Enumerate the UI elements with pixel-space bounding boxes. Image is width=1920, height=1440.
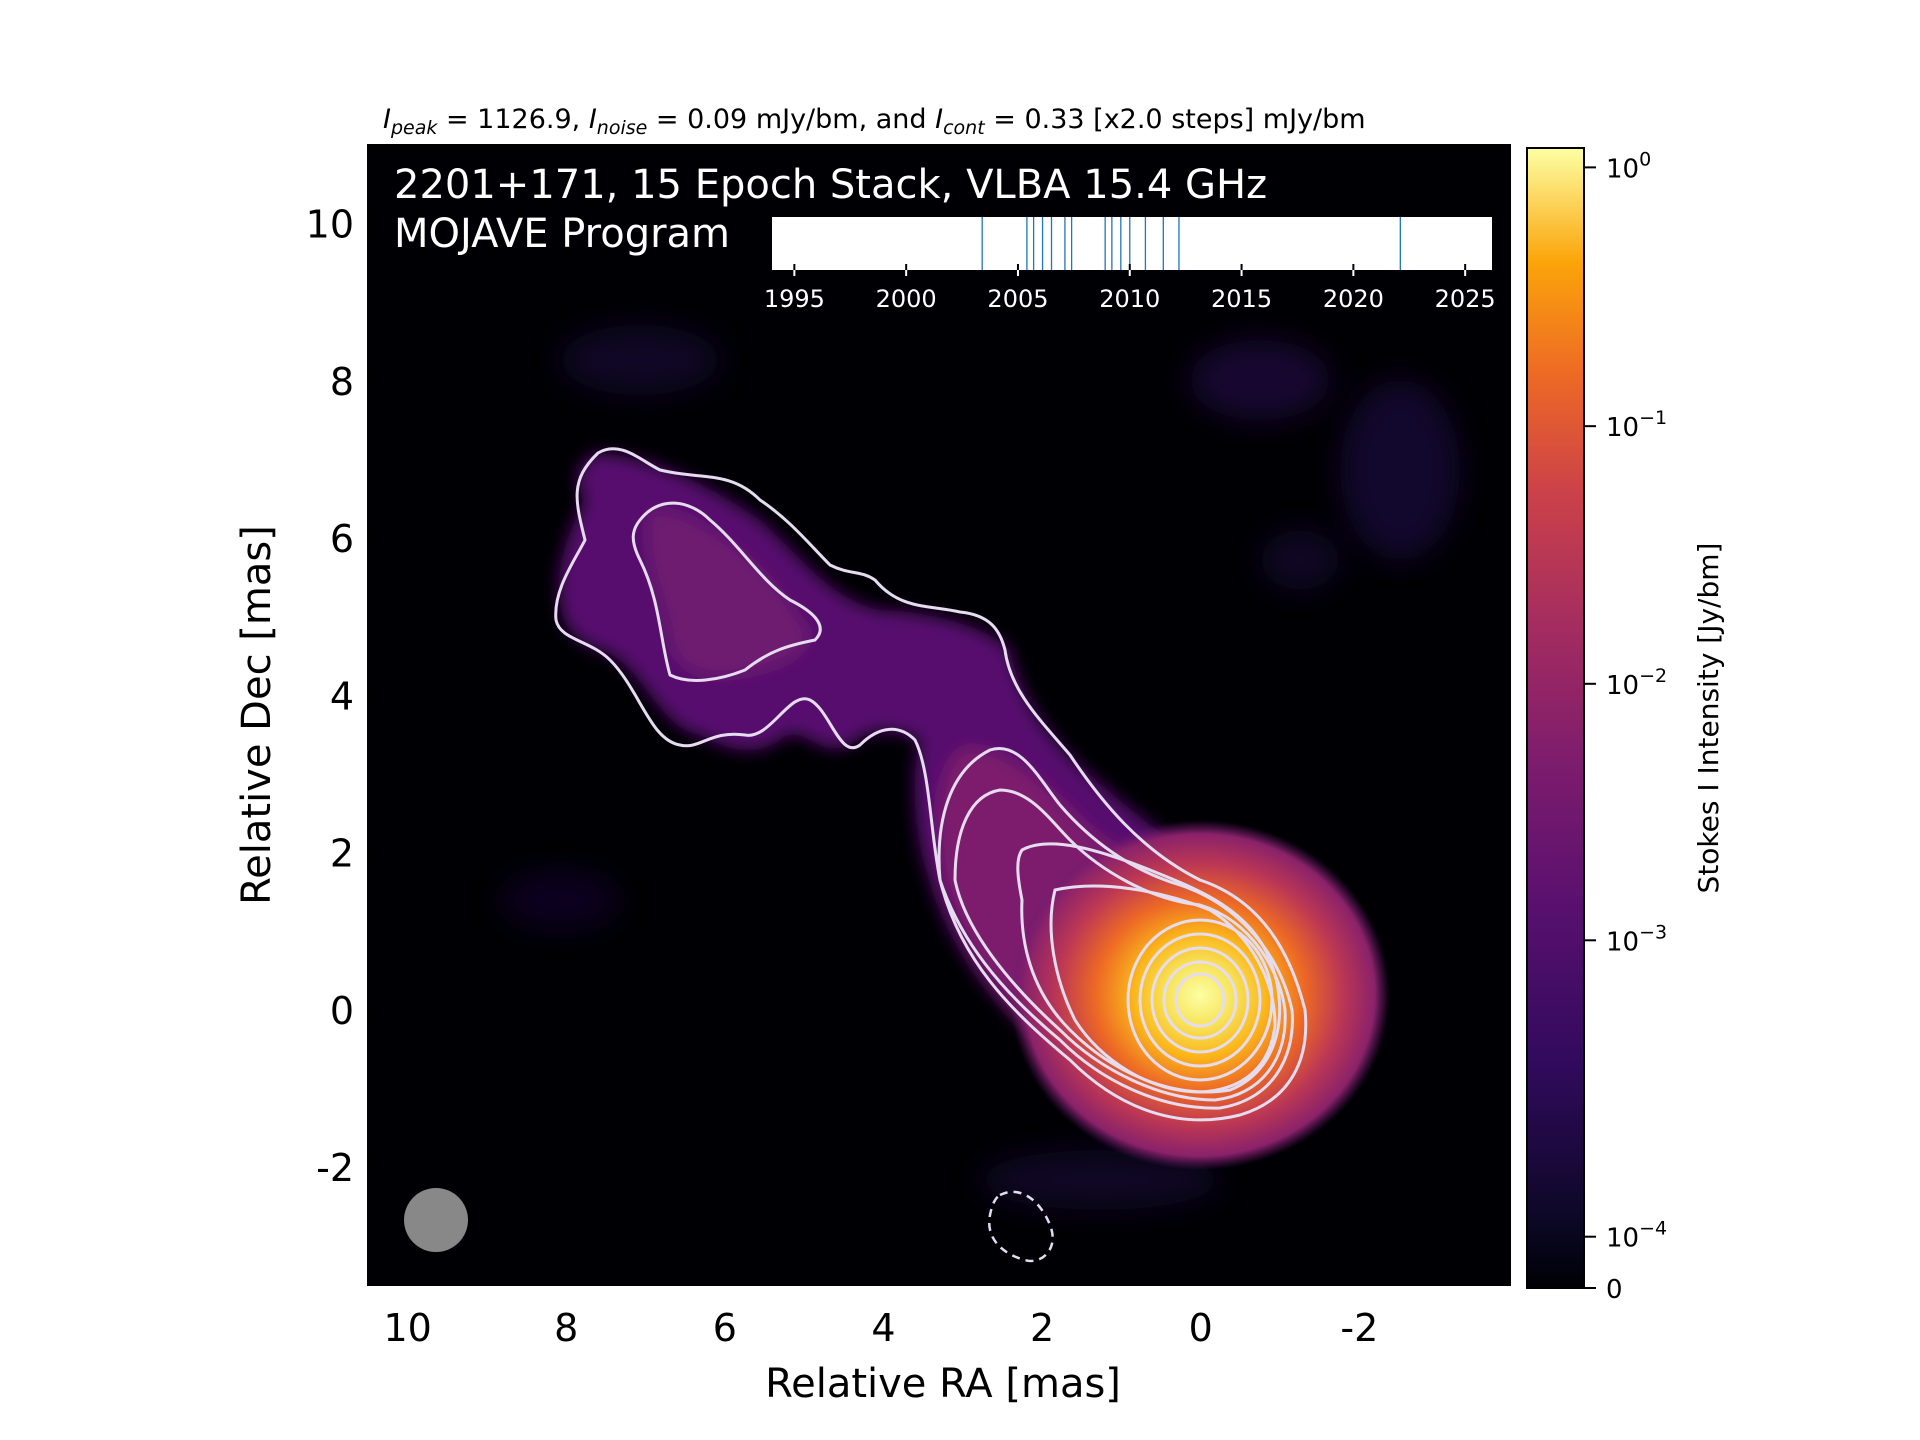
- y-axis-label: Relative Dec [mas]: [234, 525, 280, 905]
- core-emission: [1010, 820, 1390, 1170]
- negative-contour: [987, 1190, 1054, 1263]
- contour-level-8: [1138, 932, 1262, 1068]
- colorbar-tick-label: 10−3: [1606, 921, 1667, 957]
- contour-level-3: [937, 746, 1294, 1110]
- epoch-timeline: 1995 2000 2005 2010 2015 2020 2025: [764, 217, 1496, 313]
- timeline-tick-label: 2005: [987, 285, 1048, 313]
- x-tick-label: 4: [871, 1306, 895, 1350]
- chart-title: Ipeak = 1126.9, Inoise = 0.09 mJy/bm, an…: [383, 104, 1366, 139]
- contour-level-6: [1049, 884, 1277, 1094]
- overlay-line-1: 2201+171, 15 Epoch Stack, VLBA 15.4 GHz: [394, 162, 1267, 208]
- overlay-line-2: MOJAVE Program: [394, 211, 730, 257]
- cont-subscript: cont: [943, 117, 986, 139]
- y-tick-label: 4: [330, 674, 354, 718]
- x-tick-label: 2: [1030, 1306, 1054, 1350]
- image-panel: 2201+171, 15 Epoch Stack, VLBA 15.4 GHz …: [368, 145, 1510, 1285]
- timeline-tick-label: 2010: [1099, 285, 1160, 313]
- timeline-box: [772, 217, 1492, 270]
- x-axis: 10 8 6 4 2 0 -2: [383, 145, 1378, 1350]
- contour-level-11: [1174, 972, 1226, 1028]
- contour-level-5: [1016, 842, 1282, 1094]
- colorbar: [1527, 148, 1584, 1288]
- colorbar-label: Stokes I Intensity [Jy/bm]: [1692, 543, 1725, 894]
- x-tick-label: 6: [713, 1306, 737, 1350]
- x-tick-label: 0: [1189, 1306, 1213, 1350]
- timeline-tick-label: 2025: [1435, 285, 1496, 313]
- colorbar-tick-label: 100: [1606, 148, 1651, 184]
- peak-value: = 1126.9,: [437, 104, 588, 135]
- timeline-tick-label: 1995: [764, 285, 825, 313]
- noise-texture: [500, 325, 1460, 1210]
- y-tick-label: 2: [330, 832, 354, 876]
- x-tick-label: 10: [383, 1306, 431, 1350]
- cont-symbol: I: [935, 104, 943, 135]
- y-tick-label: 8: [330, 360, 354, 404]
- timeline-tick-label: 2015: [1211, 285, 1272, 313]
- y-tick-label: -2: [316, 1146, 354, 1190]
- timeline-tick-label: 2020: [1323, 285, 1384, 313]
- y-tick-label: 10: [306, 203, 354, 247]
- peak-subscript: peak: [390, 117, 438, 139]
- contours: [554, 447, 1308, 1263]
- x-axis-label: Relative RA [mas]: [765, 1361, 1121, 1407]
- colorbar-frame: [1526, 147, 1585, 1289]
- timeline-tick-label: 2000: [876, 285, 937, 313]
- contour-level-7: [1126, 918, 1274, 1082]
- contour-level-9: [1150, 946, 1250, 1054]
- noise-subscript: noise: [597, 117, 648, 139]
- cont-value: = 0.33 [x2.0 steps] mJy/bm: [985, 104, 1366, 135]
- colorbar-tick-label: 10−1: [1606, 407, 1667, 443]
- peak-symbol: I: [383, 104, 391, 135]
- contour-level-10: [1162, 960, 1238, 1040]
- y-tick-label: 6: [330, 517, 354, 561]
- noise-value: = 0.09 mJy/bm, and: [647, 104, 935, 135]
- x-tick-label: -2: [1340, 1306, 1378, 1350]
- colorbar-ticks: 100 10−1 10−2 10−3 10−4 0: [1584, 148, 1667, 1305]
- plot-frame: [367, 144, 1511, 1286]
- colorbar-tick-label: 10−2: [1606, 665, 1667, 701]
- noise-symbol: I: [589, 104, 597, 135]
- contour-level-2: [631, 501, 822, 682]
- beam-ellipse: [404, 1188, 468, 1252]
- contour-level-1: [554, 447, 1308, 1122]
- colorbar-tick-label: 10−4: [1606, 1218, 1667, 1254]
- y-axis: 10 8 6 4 2 0 -2: [306, 203, 1510, 1190]
- x-tick-label: 8: [554, 1306, 578, 1350]
- colorbar-tick-label: 0: [1606, 1275, 1623, 1305]
- y-tick-label: 0: [330, 989, 354, 1033]
